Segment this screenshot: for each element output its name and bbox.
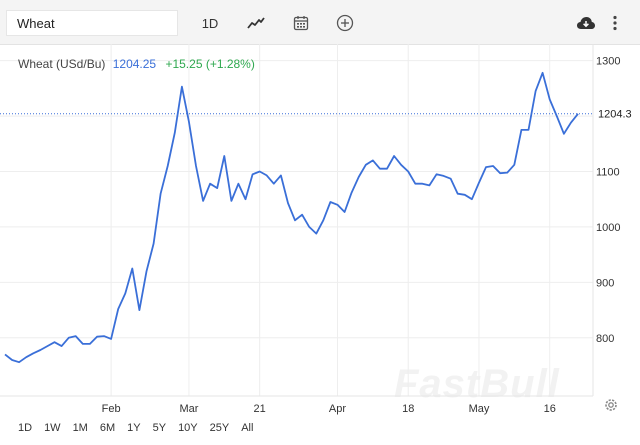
watermark-logo: FastBull [394,362,560,406]
price-axis: 8009001000110012001300 [596,56,620,345]
more-menu-button[interactable] [608,12,622,34]
range-button-5y[interactable]: 5Y [152,422,167,434]
gear-icon [605,399,617,411]
chart-legend: Wheat (USd/Bu) 1204.25 +15.25 (+1.28%) [18,57,255,71]
calendar-icon [293,16,309,31]
x-tick-label: Apr [329,403,346,415]
x-tick-label: Mar [179,403,198,415]
legend-price: 1204.25 [112,57,157,71]
line-chart-icon [247,17,265,29]
chart-toolbar: 1D [0,0,640,45]
legend-change: +15.25 (+1.28%) [165,57,255,71]
price-series-line [4,71,579,364]
price-chart[interactable]: 8009001000110012001300 FebMar21Apr18May1… [0,44,640,418]
range-button-1y[interactable]: 1Y [127,422,141,434]
interval-button[interactable]: 1D [201,15,219,31]
x-tick-label: 18 [402,403,414,415]
x-tick-label: 21 [254,403,266,415]
last-price-text: 1204.3 [598,109,632,121]
date-range-button[interactable] [290,12,312,34]
y-tick-label: 800 [596,333,614,345]
more-vertical-icon [613,15,617,31]
x-tick-label: May [469,403,490,415]
y-tick-label: 1100 [596,166,620,178]
symbol-search-input[interactable] [6,10,178,36]
cloud-download-icon [577,17,595,29]
time-axis: Feb Mar 21 Apr 18 May 16 [102,403,556,415]
range-button-6m[interactable]: 6M [99,422,116,434]
range-button-all[interactable]: All [241,422,254,434]
range-selector: 1D 1W 1M 6M 1Y 5Y 10Y 25Y All [12,420,259,438]
x-tick-label: Feb [102,403,121,415]
last-price-label: 1204.3 [594,105,640,122]
add-circle-icon [336,14,354,32]
y-tick-label: 1300 [596,56,620,68]
range-button-1d[interactable]: 1D [18,422,33,434]
range-button-10y[interactable]: 10Y [178,422,198,434]
chart-type-button[interactable] [244,12,268,34]
y-tick-label: 900 [596,277,614,289]
x-tick-label: 16 [544,403,556,415]
legend-symbol: Wheat (USd/Bu) [18,57,106,71]
range-button-1m[interactable]: 1M [72,422,88,434]
add-indicator-button[interactable] [334,12,356,34]
chart-settings-button[interactable] [603,397,619,413]
download-button[interactable] [574,12,598,34]
y-tick-label: 1000 [596,222,620,234]
range-button-25y[interactable]: 25Y [209,422,230,434]
range-button-1w[interactable]: 1W [44,422,61,434]
